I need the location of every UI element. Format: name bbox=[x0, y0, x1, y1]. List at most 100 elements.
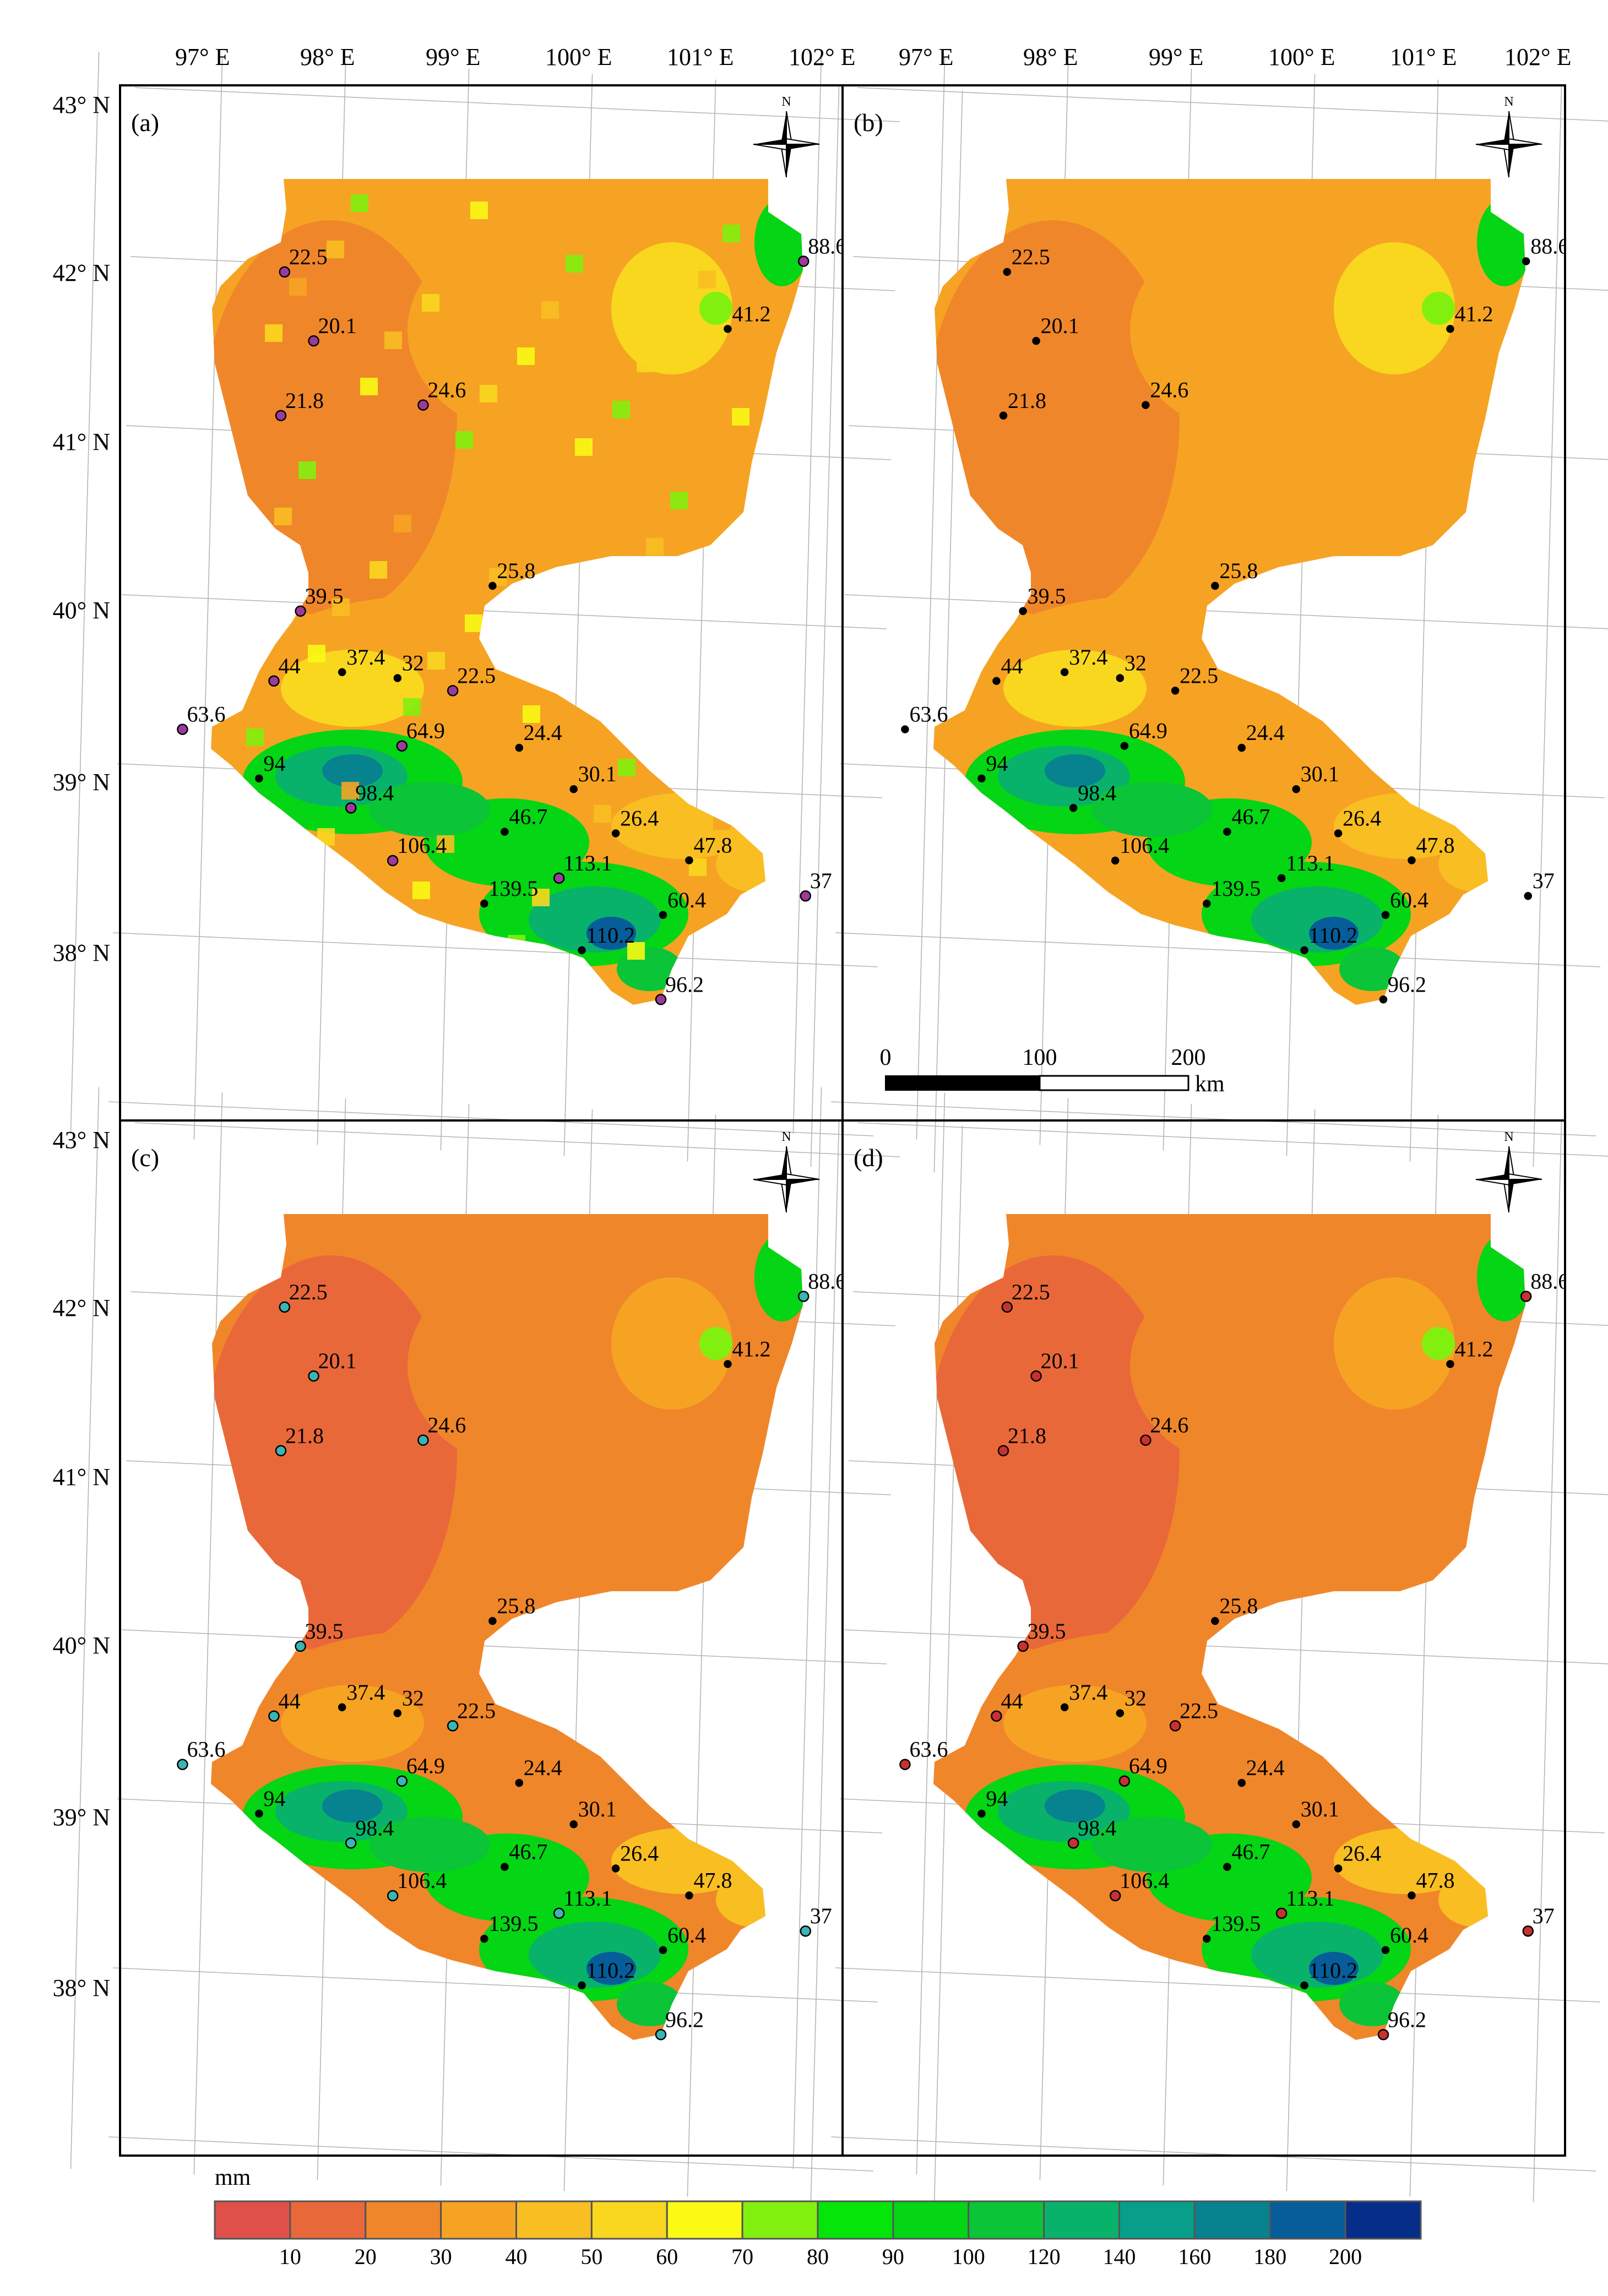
station-marker bbox=[480, 1934, 488, 1943]
precip-zone bbox=[322, 754, 383, 787]
station-marker bbox=[1060, 1703, 1069, 1712]
station-label: 37.4 bbox=[1069, 645, 1107, 670]
graticule-line bbox=[122, 1629, 887, 1664]
lon-label-100: 100° E bbox=[545, 43, 612, 70]
precip-zones bbox=[933, 1233, 1525, 2026]
lon-label-102-b: 102° E bbox=[1504, 43, 1571, 70]
lat-label-42: 42° N bbox=[53, 259, 110, 286]
precip-zone bbox=[281, 650, 424, 727]
station-marker bbox=[177, 1759, 188, 1770]
legend: mm 10 20 30 40 50 60 70 80 90 100 120 140 160 180 200 bbox=[214, 2165, 1422, 2269]
station-label: 26.4 bbox=[1343, 1841, 1381, 1865]
grid-cell bbox=[437, 835, 454, 853]
precip-zone bbox=[1422, 292, 1455, 325]
grid-cell bbox=[627, 942, 645, 960]
north-arrow-icon: N bbox=[753, 1130, 820, 1213]
grid-cell bbox=[465, 614, 482, 632]
lon-label-98-b: 98° E bbox=[1023, 43, 1078, 70]
station-marker bbox=[569, 1820, 578, 1829]
station-marker bbox=[447, 685, 459, 697]
precip-zone bbox=[1334, 1277, 1455, 1410]
station-marker bbox=[1381, 911, 1390, 919]
stations-c: 22.5 20.1 21.8 24.6 88.6 41.2 25.8 39.5 44 37.4 32… bbox=[177, 1269, 843, 2041]
station-label: 139.5 bbox=[488, 876, 538, 901]
station-marker bbox=[279, 1301, 291, 1313]
lon-label-100-b: 100° E bbox=[1268, 43, 1335, 70]
station-label: 63.6 bbox=[187, 1737, 225, 1762]
station-label: 24.4 bbox=[524, 720, 562, 745]
station-label: 24.6 bbox=[427, 1413, 466, 1438]
grid-cell bbox=[351, 194, 368, 212]
station-marker bbox=[447, 1720, 459, 1732]
stations-b: 22.5 20.1 21.8 24.6 88.6 41.2 25.8 39.5 44 37.4 32… bbox=[901, 233, 1565, 1004]
station-label: 32 bbox=[402, 650, 424, 675]
station-marker bbox=[295, 1640, 306, 1652]
station-label: 88.6 bbox=[808, 233, 846, 258]
station-marker bbox=[275, 410, 287, 422]
legend-swatch bbox=[1118, 2200, 1196, 2240]
station-marker bbox=[685, 856, 693, 864]
station-label: 106.4 bbox=[1120, 1868, 1169, 1893]
station-label: 24.4 bbox=[1246, 1755, 1285, 1780]
station-label: 37.4 bbox=[1069, 1680, 1107, 1705]
station-label: 21.8 bbox=[1008, 388, 1046, 413]
precip-zone bbox=[611, 1277, 732, 1410]
station-label: 22.5 bbox=[1012, 1280, 1050, 1304]
station-label: 37 bbox=[1533, 1903, 1555, 1928]
lat-label-38: 38° N bbox=[53, 939, 110, 966]
precip-zone bbox=[586, 917, 636, 950]
station-marker bbox=[1237, 743, 1246, 752]
station-label: 30.1 bbox=[578, 1797, 617, 1821]
legend-swatch bbox=[214, 2200, 291, 2240]
station-label: 94 bbox=[986, 751, 1008, 776]
graticule-line bbox=[933, 90, 963, 1173]
graticule-line bbox=[122, 594, 887, 629]
legend-swatches bbox=[214, 2200, 1422, 2240]
station-marker bbox=[1524, 891, 1533, 900]
station-marker bbox=[1446, 1360, 1454, 1368]
station-label: 25.8 bbox=[497, 558, 535, 583]
station-label: 37 bbox=[810, 868, 832, 893]
lat-label-38-c: 38° N bbox=[53, 1974, 110, 2001]
legend-swatch bbox=[1043, 2200, 1120, 2240]
grid-cell bbox=[289, 278, 307, 296]
grid-cell bbox=[384, 331, 402, 349]
scale-bar: 0 100 200 km bbox=[880, 1045, 1225, 1097]
grid-cell bbox=[412, 882, 430, 899]
station-marker bbox=[1116, 674, 1124, 682]
station-label: 106.4 bbox=[397, 833, 447, 858]
stations-a: 22.5 20.1 21.8 24.6 88.6 41.2 25.8 39.5 44 37.4 32… bbox=[177, 233, 846, 1005]
graticule-line bbox=[113, 932, 878, 967]
legend-tick: 140 bbox=[1103, 2244, 1136, 2269]
station-marker bbox=[387, 855, 399, 867]
station-label: 110.2 bbox=[1309, 1958, 1358, 1983]
station-marker bbox=[1060, 668, 1069, 677]
legend-tick: 70 bbox=[731, 2244, 753, 2269]
grid-cell bbox=[427, 652, 445, 670]
station-label: 60.4 bbox=[667, 1923, 706, 1947]
grid-cell bbox=[637, 355, 654, 372]
station-marker bbox=[1109, 1890, 1121, 1902]
scale-unit: km bbox=[1195, 1071, 1225, 1097]
precipitation-field-c bbox=[211, 1214, 803, 2040]
legend-swatch bbox=[1193, 2200, 1271, 2240]
grid-cell bbox=[498, 752, 516, 769]
grid-cell bbox=[612, 401, 630, 418]
precip-zone bbox=[933, 1255, 1180, 1652]
station-label: 22.5 bbox=[289, 244, 328, 269]
precip-zone bbox=[1339, 947, 1405, 991]
station-label: 47.8 bbox=[693, 833, 732, 857]
station-label: 63.6 bbox=[909, 702, 948, 727]
station-label: 21.8 bbox=[285, 388, 324, 413]
station-label: 64.9 bbox=[1129, 719, 1167, 743]
precip-zone bbox=[1334, 242, 1455, 374]
station-label: 47.8 bbox=[1416, 833, 1454, 857]
station-label: 98.4 bbox=[1078, 1815, 1116, 1840]
grid-cell bbox=[480, 385, 497, 402]
precip-zone bbox=[1091, 782, 1213, 837]
station-label: 37 bbox=[810, 1903, 832, 1928]
station-label: 106.4 bbox=[1120, 833, 1169, 858]
station-label: 20.1 bbox=[318, 313, 357, 338]
grid-cell bbox=[446, 248, 464, 265]
